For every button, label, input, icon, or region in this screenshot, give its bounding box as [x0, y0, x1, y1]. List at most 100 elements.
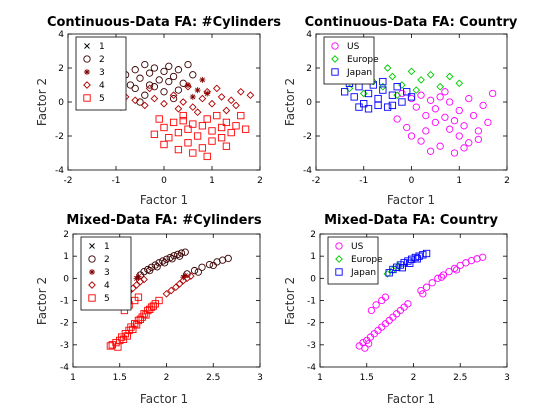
data-point [160, 140, 168, 149]
data-point [174, 128, 183, 137]
y-tick-label: 0 [306, 98, 312, 108]
data-point [341, 88, 349, 96]
legend-label: Europe [351, 255, 383, 265]
panel-1-title: Continuous-Data FA: #Cylinders [47, 15, 281, 30]
panel-2-title: Continuous-Data FA: Country [305, 15, 518, 30]
panel-1-ylabel: Factor 2 [35, 78, 49, 126]
y-tick-label: 4 [58, 30, 64, 40]
x-tick-label: -2 [64, 176, 73, 186]
data-point [189, 120, 197, 128]
data-point [179, 111, 187, 120]
y-tick-label: 1 [310, 252, 316, 262]
data-point [145, 84, 154, 93]
data-point [452, 266, 461, 274]
data-point [393, 83, 401, 91]
data-point [106, 342, 115, 350]
y-tick-label: -4 [55, 166, 64, 176]
data-point [412, 86, 421, 94]
data-point [224, 254, 232, 263]
data-point [149, 302, 158, 310]
data-point [388, 72, 397, 81]
y-tick-label: 2 [306, 64, 312, 74]
data-point [419, 251, 427, 259]
legend-marker [88, 255, 96, 263]
data-point [140, 268, 148, 276]
series-3 [133, 272, 189, 282]
legend: US Europe Japan [327, 236, 383, 285]
data-point [422, 111, 430, 120]
y-tick-label: 0 [58, 98, 64, 108]
data-point [217, 123, 226, 132]
data-point [217, 93, 226, 101]
x-tick-label: 1.5 [113, 373, 127, 383]
data-point [436, 142, 444, 150]
data-point [132, 321, 141, 329]
data-point [126, 81, 135, 89]
series-4 [112, 82, 255, 117]
data-point [189, 93, 196, 100]
y-tick-label: 0 [310, 274, 316, 284]
data-point [205, 260, 214, 269]
y-tick-label: -3 [60, 341, 69, 351]
y-tick-label: 1 [63, 252, 69, 262]
data-point [361, 344, 369, 352]
data-point [162, 290, 171, 298]
data-point [159, 257, 167, 265]
data-point [174, 250, 182, 259]
legend-marker [335, 242, 343, 250]
data-point [151, 261, 159, 269]
data-point [479, 101, 487, 110]
data-point [364, 89, 373, 98]
legend-marker [89, 243, 95, 249]
x-tick-label: 0 [409, 176, 415, 186]
data-point [167, 286, 176, 295]
legend: 1 2 3 4 5 [75, 36, 127, 111]
panel-2-xlabel: Factor 1 [387, 193, 435, 207]
legend-label: 4 [104, 281, 110, 291]
y-tick-label: -3 [307, 341, 316, 351]
data-point [129, 325, 137, 333]
data-point [359, 89, 368, 98]
data-point [479, 253, 487, 261]
data-point [422, 127, 430, 135]
data-point [172, 283, 180, 292]
data-point [174, 145, 183, 154]
data-point [145, 69, 154, 77]
data-point [217, 134, 226, 142]
y-tick-label: -4 [303, 166, 312, 176]
data-point [415, 252, 423, 260]
data-point [393, 91, 402, 100]
x-tick-label: 2 [411, 373, 417, 383]
legend-label: 5 [104, 294, 110, 304]
data-point [403, 88, 411, 96]
data-point [407, 93, 416, 101]
legend: US Europe Japan [323, 36, 379, 85]
x-tick-label: -1 [112, 176, 121, 186]
legend-label: 2 [104, 255, 110, 265]
legend-marker [83, 94, 91, 102]
data-point [436, 82, 444, 91]
series-5 [150, 111, 250, 161]
data-point [403, 123, 411, 132]
data-point [236, 87, 245, 96]
data-point [372, 301, 380, 309]
data-point [174, 86, 183, 94]
data-point [198, 94, 207, 103]
x-tick-label: -2 [312, 176, 321, 186]
data-point [246, 91, 255, 100]
data-point [153, 263, 161, 271]
data-point [134, 293, 143, 301]
data-point [445, 268, 453, 276]
data-point [393, 263, 401, 271]
legend-box [80, 236, 132, 311]
legend-label: Europe [347, 55, 379, 65]
y-tick-label: -1 [60, 297, 69, 307]
series-5 [106, 293, 163, 351]
data-point [227, 96, 236, 105]
data-point [364, 105, 373, 113]
x-tick-label: -1 [359, 176, 368, 186]
data-point [160, 123, 168, 132]
data-point [150, 94, 159, 103]
